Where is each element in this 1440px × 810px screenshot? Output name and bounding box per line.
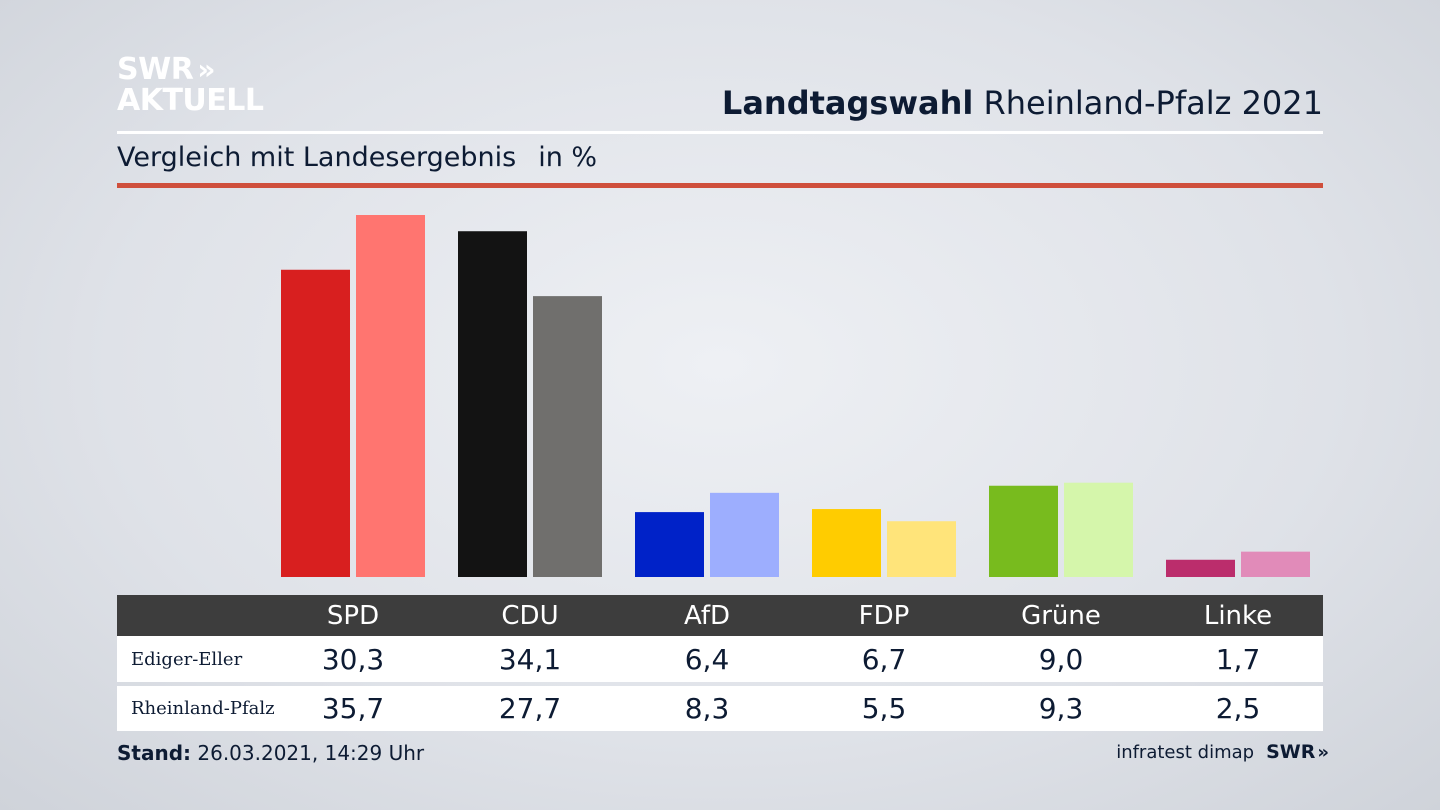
logo-swr: SWR [117,52,194,87]
swr-chevrons-icon: » [1317,741,1328,763]
table-header-row: SPD CDU AfD FDP Grüne Linke [117,595,1323,636]
bar-spd-rheinland-pfalz [356,215,425,577]
bar-afd-ediger-eller [635,512,704,577]
title-bold: Landtagswahl [721,84,974,122]
category-label-fdp: FDP [858,600,910,631]
category-label-cdu: CDU [501,600,559,631]
value-cdu-ediger-eller: 34,1 [498,642,562,676]
bar-fdp-rheinland-pfalz [887,521,956,577]
value-linke-rheinland-pfalz: 2,5 [1215,692,1261,725]
category-label-linke: Linke [1203,600,1273,631]
subtitle-text: Vergleich mit Landesergebnis [117,142,517,173]
source-name: infratest dimap [1116,741,1255,763]
stand-label: Stand: [117,741,192,765]
value-afd-rheinland-pfalz: 8,3 [684,692,730,725]
bar-gruene-ediger-eller [989,485,1058,577]
value-afd-ediger-eller: 6,4 [684,642,730,676]
stand-value: 26.03.2021, 14:29 Uhr [191,741,425,765]
value-gruene-ediger-eller: 9,0 [1038,642,1084,676]
page-title: Landtagswahl Rheinland-Pfalz 2021 [722,84,1323,122]
row-label-ediger-eller: Ediger-Eller [131,648,243,670]
bar-fdp-ediger-eller [812,509,881,577]
title-rest: Rheinland-Pfalz 2021 [973,84,1323,122]
logo-aktuell: AKTUELL [117,83,264,118]
chart-subtitle: Vergleich mit Landesergebnis in % [117,142,597,173]
unit-label: in % [538,142,598,173]
value-cdu-rheinland-pfalz: 27,7 [498,692,562,725]
timestamp: Stand: 26.03.2021, 14:29 Uhr [117,741,424,765]
value-spd-rheinland-pfalz: 35,7 [321,692,385,725]
value-gruene-rheinland-pfalz: 9,3 [1038,692,1084,725]
accent-divider [117,183,1323,188]
value-linke-ediger-eller: 1,7 [1215,642,1261,676]
swr-brand: SWR [1266,741,1316,763]
bar-linke-ediger-eller [1166,559,1235,577]
swr-aktuell-logo: SWR» AKTUELL [117,54,264,116]
bar-cdu-ediger-eller [458,231,527,577]
row-label-rheinland-pfalz: Rheinland-Pfalz [131,698,275,719]
table-row-rheinland-pfalz: Rheinland-Pfalz 35,7 27,7 8,3 5,5 9,3 2,5 [117,686,1323,731]
header-divider [117,131,1323,134]
bar-spd-ediger-eller [281,269,350,577]
bar-cdu-rheinland-pfalz [533,296,602,577]
category-label-spd: SPD [326,600,380,631]
source-credit: infratest dimap SWR » [1116,741,1328,763]
category-label-gruene: Grüne [1021,600,1101,631]
results-table: SPD CDU AfD FDP Grüne Linke Ediger-Eller 30,3… [117,595,1323,731]
bar-linke-rheinland-pfalz [1241,551,1310,577]
value-spd-ediger-eller: 30,3 [321,642,385,676]
bar-afd-rheinland-pfalz [710,492,779,577]
table-row-ediger-eller: Ediger-Eller 30,3 34,1 6,4 6,7 9,0 1,7 [117,636,1323,682]
bar-gruene-rheinland-pfalz [1064,482,1133,577]
value-fdp-rheinland-pfalz: 5,5 [861,692,907,725]
value-fdp-ediger-eller: 6,7 [861,642,907,676]
category-label-afd: AfD [683,600,731,631]
